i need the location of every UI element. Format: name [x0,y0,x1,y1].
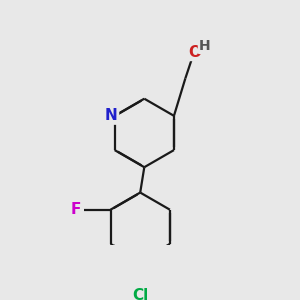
Text: N: N [105,108,118,123]
Text: F: F [71,202,82,217]
Text: Cl: Cl [132,288,148,300]
Text: O: O [189,45,202,60]
Text: H: H [199,39,211,53]
